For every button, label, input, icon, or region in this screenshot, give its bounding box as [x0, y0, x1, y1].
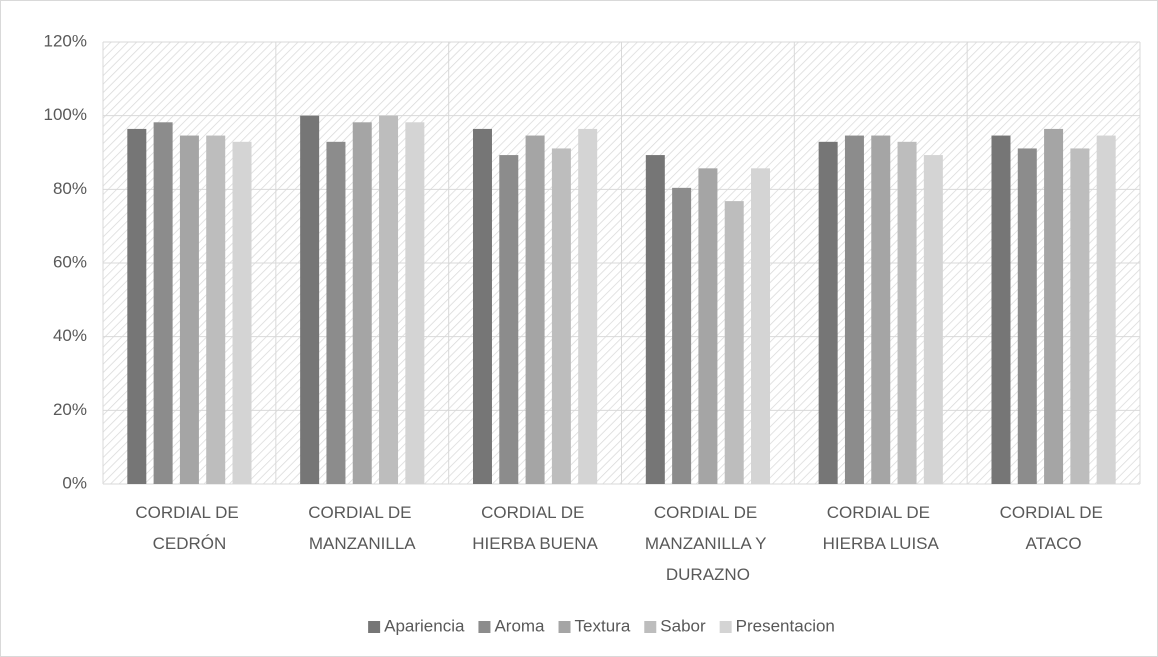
bar — [871, 135, 891, 484]
y-tick-label: 60% — [53, 252, 87, 271]
bar — [844, 135, 864, 484]
bar — [991, 135, 1011, 484]
bar — [751, 168, 771, 485]
x-tick-label: CORDIAL DE HIERBA BUENA — [472, 503, 598, 553]
bar — [179, 135, 199, 484]
bar — [1070, 148, 1090, 484]
x-tick-label: CORDIAL DE MANZANILLA — [308, 503, 416, 553]
bar — [352, 122, 372, 485]
bar — [551, 148, 571, 484]
y-tick-label: 40% — [53, 326, 87, 345]
bar — [645, 155, 665, 484]
bar — [818, 141, 838, 484]
bar — [698, 168, 718, 485]
bar — [578, 128, 598, 484]
legend-label: Presentacion — [736, 616, 835, 635]
bar — [232, 141, 252, 484]
bar — [472, 128, 492, 484]
bar — [1096, 135, 1116, 484]
bar — [127, 128, 147, 484]
bar — [153, 122, 173, 485]
bar — [326, 141, 346, 484]
legend-swatch — [558, 621, 571, 633]
legend: Apariencia Aroma Textura Sabor Presentacion — [368, 616, 835, 635]
y-tick-label: 100% — [44, 105, 87, 124]
y-tick-label: 80% — [53, 179, 87, 198]
bar — [300, 115, 320, 485]
legend-label: Apariencia — [384, 616, 465, 635]
legend-swatch — [478, 621, 491, 633]
bar — [1044, 128, 1064, 484]
legend-swatch — [719, 621, 732, 633]
x-tick-label: CORDIAL DE HIERBA LUISA — [823, 503, 940, 553]
x-tick-label: CORDIAL DE CEDRÓN — [135, 503, 243, 553]
x-tick-label: CORDIAL DE ATACO — [1000, 503, 1108, 553]
bar — [405, 122, 425, 485]
y-tick-label: 120% — [44, 31, 87, 50]
bar — [379, 115, 399, 485]
bar — [672, 187, 692, 485]
legend-swatch — [644, 621, 657, 633]
bar — [525, 135, 545, 484]
bar — [724, 201, 744, 484]
y-tick-label: 20% — [53, 400, 87, 419]
bar — [923, 155, 943, 484]
bar — [897, 141, 917, 484]
legend-label: Aroma — [494, 616, 545, 635]
bar — [206, 135, 226, 484]
bar — [1017, 148, 1037, 484]
legend-label: Textura — [575, 616, 631, 635]
x-tick-label: CORDIAL DE MANZANILLA Y DURAZNO — [645, 503, 771, 584]
y-tick-label: 0% — [62, 473, 87, 492]
bar — [499, 155, 519, 484]
legend-swatch — [368, 621, 381, 633]
legend-label: Sabor — [660, 616, 706, 635]
